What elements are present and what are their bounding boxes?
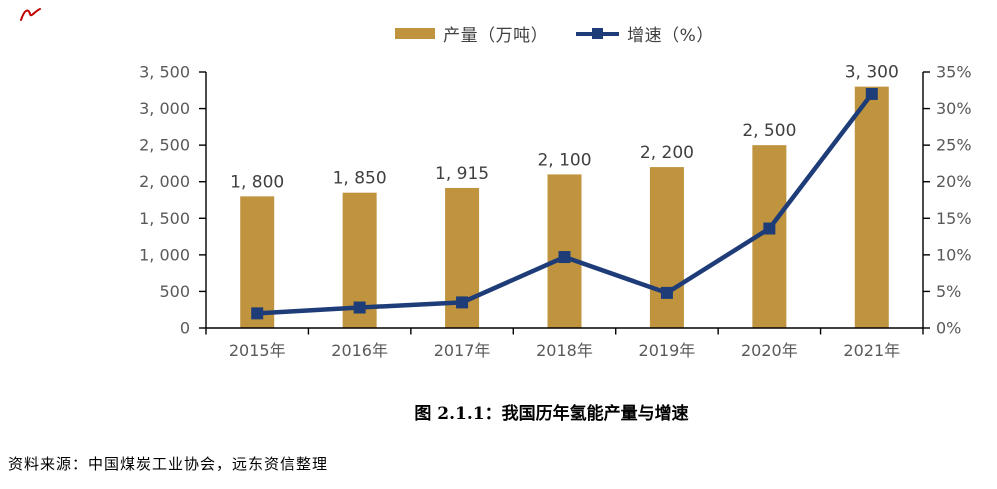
chart-plot: 1, 800 1, 850 1, 915 2, 100 2, 200 2, 500 3, 3… [139, 63, 972, 361]
x-axis-label: 2016年 [331, 341, 388, 360]
left-axis-tick-label: 2, 000 [139, 172, 190, 191]
figure-caption: 图 2.1.1：我国历年氢能产量与增速 [414, 404, 689, 424]
growth-marker [763, 222, 776, 235]
bar [240, 196, 275, 328]
right-axis-tick-label: 25% [936, 136, 972, 155]
left-axis-tick-label: 2, 500 [139, 136, 190, 155]
bar-value-label: 2, 500 [742, 121, 796, 141]
bar [649, 167, 684, 328]
right-axis-tick-label: 30% [936, 99, 972, 118]
growth-marker [353, 301, 366, 314]
bar-value-label: 2, 100 [537, 150, 591, 170]
chart-legend: 产量（万吨） 增速（%） [0, 21, 997, 46]
x-axis-label: 2017年 [434, 341, 491, 360]
left-axis-tick-label: 500 [159, 282, 190, 301]
legend-item-production: 产量（万吨） [395, 21, 548, 46]
right-axis-tick-label: 15% [936, 209, 972, 228]
source-note: 资料来源：中国煤炭工业协会，远东资信整理 [8, 455, 329, 473]
legend-label: 产量（万吨） [443, 26, 549, 46]
bar-value-label: 2, 200 [640, 143, 694, 163]
legend-label: 增速（%） [627, 26, 714, 46]
legend-item-growth: 增速（%） [576, 21, 714, 46]
left-axis-tick-label: 0 [180, 319, 190, 338]
growth-marker [865, 87, 878, 100]
x-axis-label: 2021年 [843, 341, 900, 360]
bar-value-label: 3, 300 [845, 63, 899, 83]
x-axis-label: 2020年 [741, 341, 798, 360]
x-axis-label: 2018年 [536, 341, 593, 360]
right-axis-tick-label: 35% [936, 63, 972, 82]
growth-marker [456, 296, 469, 309]
left-axis-tick-label: 3, 500 [139, 63, 190, 82]
bar-value-label: 1, 850 [333, 169, 387, 189]
growth-marker [660, 286, 673, 299]
red-pen-mark-icon [20, 8, 41, 21]
right-axis-tick-label: 10% [936, 245, 972, 264]
bar-swatch-icon [395, 28, 436, 39]
x-axis-label: 2019年 [639, 341, 696, 360]
right-axis-tick-label: 20% [936, 172, 972, 191]
line-square-swatch-icon [576, 28, 620, 40]
x-axis-label: 2015年 [229, 341, 286, 360]
bar-value-label: 1, 915 [435, 164, 489, 184]
bar [854, 86, 889, 328]
left-axis-tick-label: 1, 500 [139, 209, 190, 228]
right-axis-tick-label: 5% [936, 282, 961, 301]
left-axis-tick-label: 3, 000 [139, 99, 190, 118]
bar-value-label: 1, 800 [230, 172, 284, 192]
left-axis-tick-label: 1, 000 [139, 245, 190, 264]
growth-marker [558, 251, 571, 264]
right-axis-tick-label: 0% [936, 319, 961, 338]
growth-marker [251, 307, 264, 320]
